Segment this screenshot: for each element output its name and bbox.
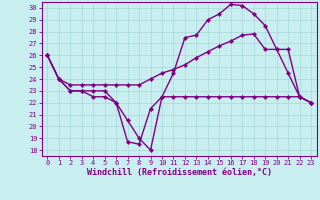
X-axis label: Windchill (Refroidissement éolien,°C): Windchill (Refroidissement éolien,°C) xyxy=(87,168,272,177)
